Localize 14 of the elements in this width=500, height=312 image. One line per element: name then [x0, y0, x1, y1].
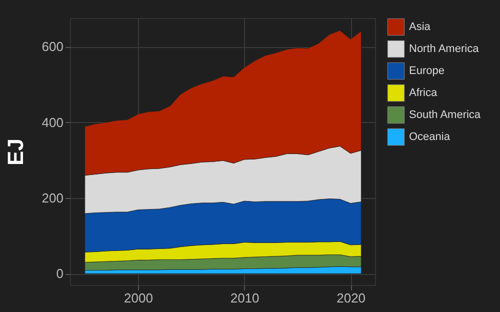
y-tick-label: 600 [42, 39, 64, 54]
y-tick-label: 200 [42, 190, 64, 206]
legend-label: Europe [409, 65, 444, 77]
x-tick-label: 2000 [124, 290, 153, 306]
x-tick-label: 2020 [336, 290, 366, 306]
legend-label: North America [409, 43, 480, 55]
y-tick-label: 0 [56, 266, 64, 282]
legend-label: Africa [409, 87, 438, 99]
legend-label: Oceania [409, 131, 451, 143]
legend-label: South America [409, 109, 482, 121]
y-tick-label: 400 [42, 114, 64, 130]
legend-label: Asia [409, 21, 432, 33]
x-tick-label: 2010 [230, 290, 260, 306]
y-axis-title: EJ [2, 138, 28, 166]
